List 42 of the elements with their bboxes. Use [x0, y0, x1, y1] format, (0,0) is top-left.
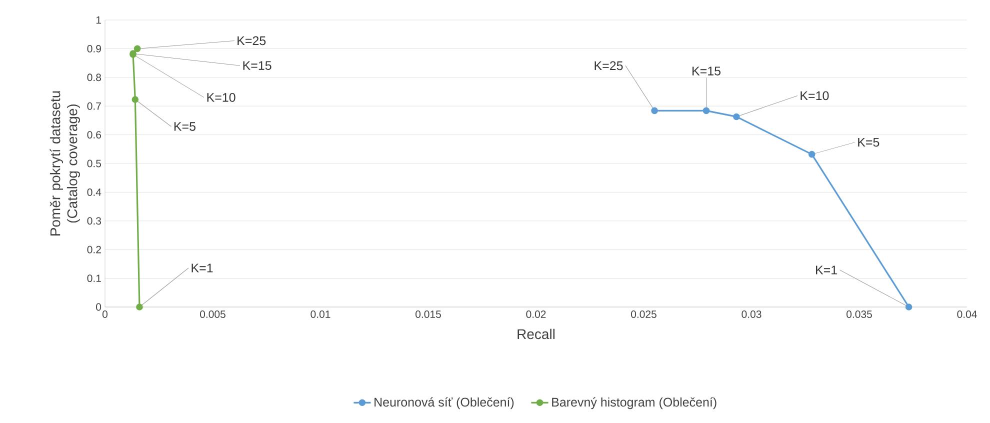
y-axis-title: Poměr pokrytí datasetu (Catalog coverage): [50, 91, 80, 236]
y-tick-label: 0.2: [87, 246, 101, 254]
annotation: K=15: [692, 66, 720, 76]
legend-label: Neuronová síť (Oblečení): [374, 397, 514, 410]
point: [905, 304, 912, 310]
point: [702, 107, 710, 114]
annotation: K=10: [207, 93, 236, 102]
annotation: K=10: [800, 91, 829, 100]
x-tick-label: 0.02: [526, 310, 546, 318]
y-tick-label: 0.4: [87, 188, 102, 196]
annotation: K=25: [238, 36, 266, 46]
point: [651, 107, 658, 114]
x-tick-label: 0.005: [200, 310, 226, 318]
y-tick-label: 0.7: [87, 102, 101, 110]
point: [136, 304, 143, 310]
x-tick-label: 0.035: [846, 310, 872, 318]
point: [733, 113, 740, 120]
annotation: K=5: [858, 138, 880, 147]
annotation: K=25: [594, 61, 623, 70]
point: [132, 96, 139, 103]
annotation: K=1: [192, 264, 213, 272]
y-tick-label: 0.6: [87, 131, 102, 139]
x-axis-title: Recall: [518, 328, 555, 340]
y-tick-label: 0.5: [87, 160, 102, 168]
y-tick-label: 0.9: [87, 44, 101, 52]
x-tick-label: 0.03: [742, 310, 762, 318]
x-tick-label: 0.025: [631, 310, 656, 318]
x-tick-label: 0.04: [957, 310, 977, 318]
legend-label: Barevný histogram (Oblečení): [552, 397, 716, 410]
y-tick-label: 0.3: [87, 217, 102, 225]
annotation: K=1: [816, 266, 837, 274]
x-tick-label: 0.015: [416, 310, 441, 318]
y-tick-label: 0.1: [87, 274, 101, 282]
y-tick-label: 0.8: [87, 74, 102, 82]
x-tick-label: 0.01: [310, 310, 330, 318]
y-tick-label: 0: [96, 303, 102, 311]
point: [134, 45, 141, 52]
annotation: K=5: [174, 122, 196, 131]
y-tick-label: 1: [96, 16, 101, 24]
annotation: K=15: [243, 61, 272, 70]
x-tick-label: 0: [102, 310, 108, 318]
point: [808, 150, 816, 158]
